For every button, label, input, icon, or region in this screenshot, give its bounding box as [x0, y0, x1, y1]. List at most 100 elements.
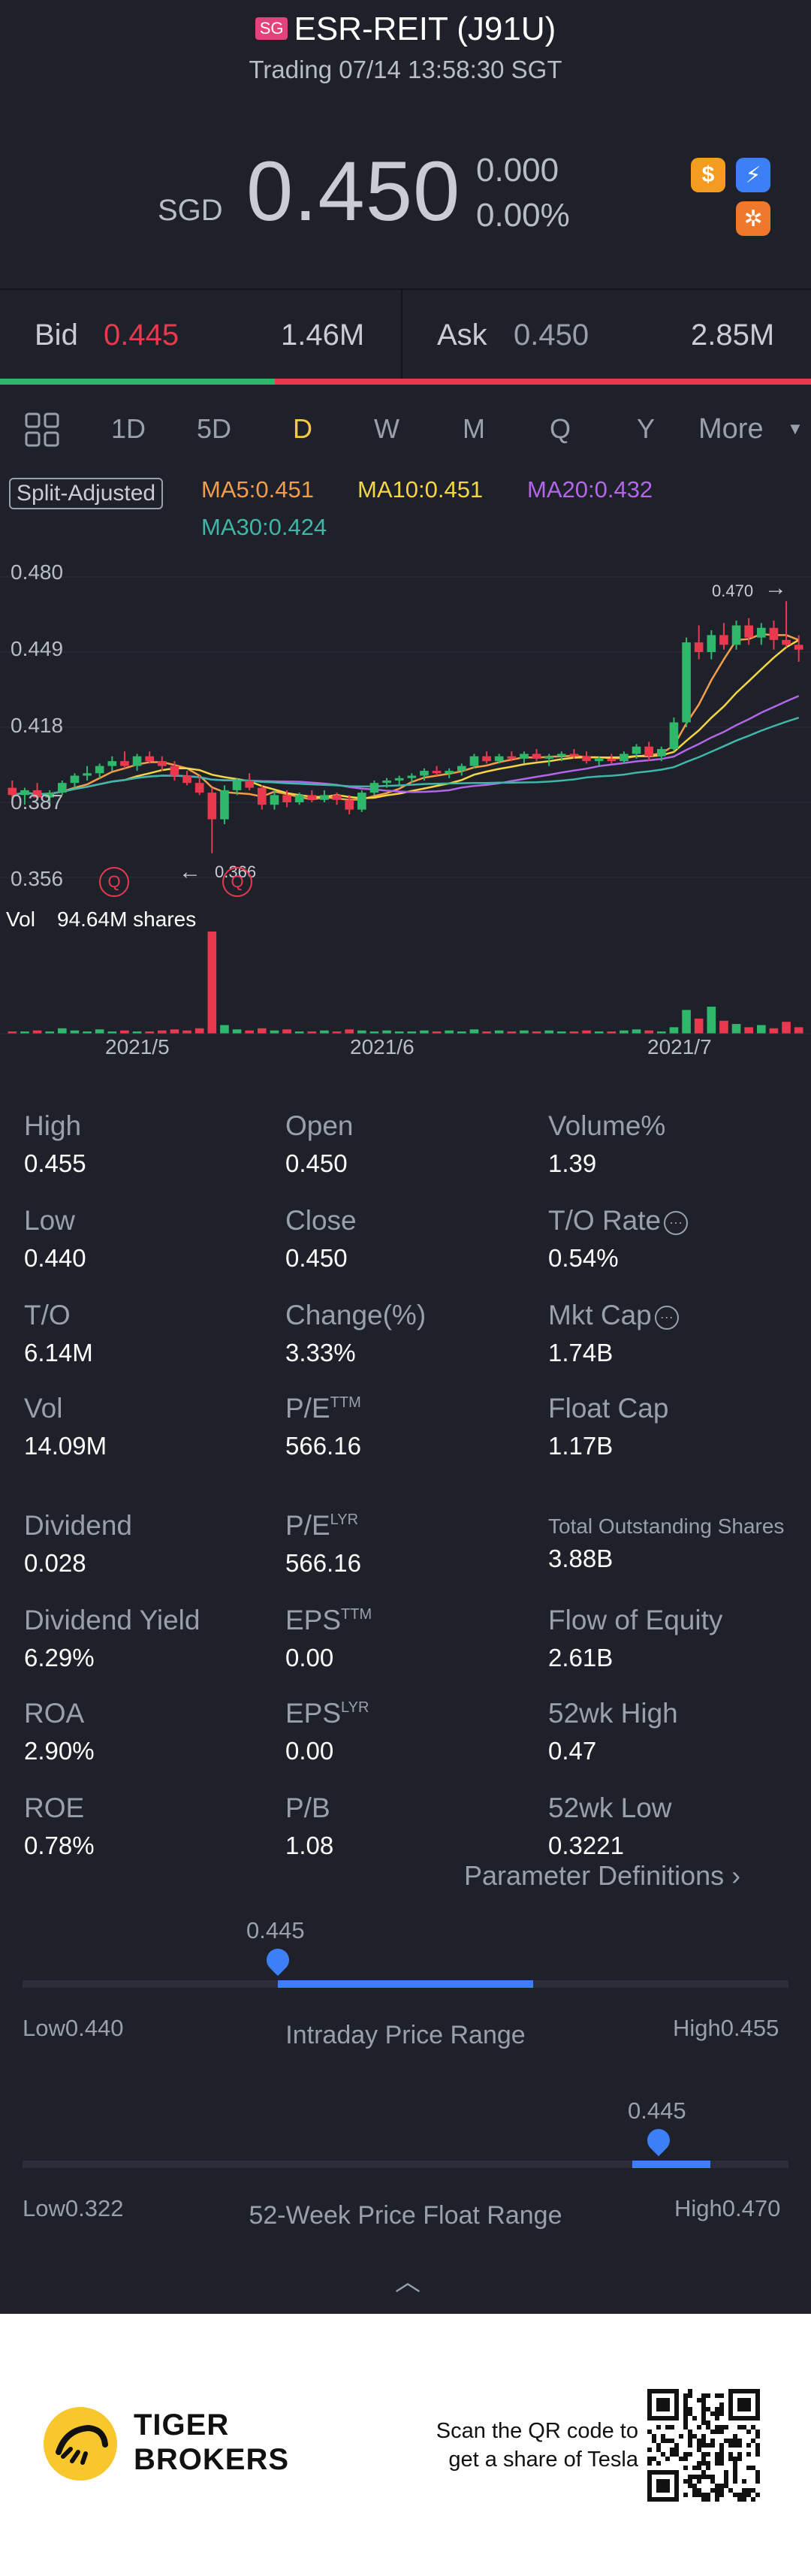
- volume-bar: [719, 1020, 728, 1034]
- qr-module: [742, 2425, 746, 2430]
- stat-value: 1.39: [548, 1149, 597, 1177]
- qr-module: [746, 2443, 751, 2448]
- volume-bar: [369, 1031, 379, 1034]
- qr-module: [652, 2457, 656, 2461]
- intraday-label: Intraday Price Range: [285, 2021, 526, 2049]
- ma-line: [12, 639, 800, 799]
- qr-module: [697, 2475, 701, 2479]
- tab-m[interactable]: M: [463, 413, 485, 444]
- info-icon[interactable]: ···: [664, 1211, 689, 1235]
- volume-bar: [45, 1031, 55, 1034]
- qr-module: [697, 2448, 701, 2452]
- stat-label: ROE: [24, 1792, 85, 1823]
- qr-module: [688, 2430, 692, 2434]
- qr-finder: [737, 2398, 751, 2411]
- candle-body: [95, 766, 104, 774]
- week52-marker-pin: [642, 2124, 675, 2157]
- parameter-definitions-link[interactable]: Parameter Definitions ›: [464, 1860, 740, 1892]
- ma20-label: MA20:0.432: [527, 476, 653, 503]
- tab-w[interactable]: W: [374, 413, 399, 444]
- candle-body: [45, 793, 55, 798]
- qr-module: [715, 2407, 719, 2411]
- chevron-up-icon[interactable]: ︿: [395, 2268, 421, 2297]
- chart-canvas[interactable]: [0, 556, 811, 1067]
- qr-module: [728, 2488, 733, 2493]
- qr-module: [670, 2439, 674, 2443]
- lightning-icon[interactable]: ⚡: [736, 158, 770, 192]
- ma30-label: MA30:0.424: [201, 514, 327, 540]
- chevron-down-icon[interactable]: ▼: [787, 419, 803, 438]
- qr-module: [683, 2411, 688, 2416]
- candle-body: [83, 773, 92, 776]
- stat-value: 0.3221: [548, 1832, 624, 1859]
- ask-price: 0.450: [514, 319, 589, 352]
- tab-1d[interactable]: 1D: [111, 413, 146, 444]
- qr-module: [746, 2430, 751, 2434]
- candle-body: [669, 722, 679, 750]
- tab-q[interactable]: Q: [550, 413, 571, 444]
- volume-bar: [520, 1030, 529, 1034]
- stat-label: P/B: [285, 1792, 330, 1823]
- qr-module: [724, 2425, 728, 2430]
- qr-module: [706, 2475, 710, 2479]
- tab-d[interactable]: D: [293, 413, 312, 444]
- qr-module: [647, 2448, 652, 2452]
- candle-body: [120, 761, 129, 766]
- stat-value: 0.47: [548, 1737, 597, 1765]
- qr-module: [661, 2434, 665, 2439]
- candle-body: [332, 795, 342, 800]
- volume-bar: [282, 1029, 291, 1034]
- stat-label: 52wk Low: [548, 1792, 672, 1823]
- earnings-marker-q[interactable]: Q: [99, 867, 129, 897]
- candle-body: [194, 783, 204, 793]
- qr-module: [742, 2493, 746, 2497]
- candle-body: [270, 795, 279, 805]
- layout-grid-icon[interactable]: [24, 412, 60, 448]
- qr-module: [688, 2439, 692, 2443]
- qr-module: [719, 2407, 724, 2411]
- qr-module: [701, 2461, 706, 2466]
- stat-value: 1.74B: [548, 1339, 614, 1367]
- volume-bar: [656, 1031, 666, 1034]
- volume-bar: [145, 1031, 155, 1034]
- qr-module: [724, 2475, 728, 2479]
- dollar-icon[interactable]: $: [691, 158, 725, 192]
- stat-label: Float Cap: [548, 1393, 669, 1424]
- qr-module: [661, 2439, 665, 2443]
- qr-module: [715, 2461, 719, 2466]
- tab-5d[interactable]: 5D: [197, 413, 232, 444]
- last-price: 0.450: [246, 144, 461, 238]
- volume-bar: [457, 1031, 466, 1034]
- volume-bar: [694, 1018, 704, 1034]
- qr-module: [719, 2411, 724, 2416]
- stat-label: Total Outstanding Shares: [548, 1514, 785, 1538]
- volume-bar: [769, 1028, 779, 1034]
- stat-value: 0.455: [24, 1149, 86, 1177]
- options-icon[interactable]: ✲: [736, 201, 770, 236]
- bid-label: Bid: [35, 319, 78, 352]
- volume-bar: [756, 1025, 766, 1034]
- qr-module: [683, 2457, 688, 2461]
- exchange-badge: SG: [255, 17, 288, 40]
- volume-bar: [607, 1031, 617, 1034]
- high-marker-label: 0.470: [712, 581, 754, 600]
- candle-body: [420, 771, 429, 776]
- qr-module: [719, 2488, 724, 2493]
- earnings-marker-q[interactable]: Q: [222, 867, 252, 897]
- qr-module: [728, 2457, 733, 2461]
- qr-module: [697, 2439, 701, 2443]
- tab-y[interactable]: Y: [637, 413, 656, 444]
- volume-bar: [332, 1031, 342, 1034]
- tab-more[interactable]: More: [698, 413, 764, 445]
- y-axis-label: 0.480: [11, 560, 64, 584]
- qr-module: [710, 2430, 715, 2434]
- qr-module: [733, 2461, 737, 2466]
- qr-module: [665, 2457, 670, 2461]
- qr-module: [683, 2466, 688, 2470]
- candlestick-chart[interactable]: 0.480 0.449 0.418 0.387 0.356 0.470 → ← …: [0, 556, 811, 1067]
- candle-body: [145, 756, 155, 762]
- info-icon[interactable]: ···: [654, 1306, 679, 1330]
- stat-value: 6.14M: [24, 1339, 93, 1367]
- split-adjusted-toggle[interactable]: Split-Adjusted: [9, 478, 164, 509]
- qr-module: [737, 2457, 742, 2461]
